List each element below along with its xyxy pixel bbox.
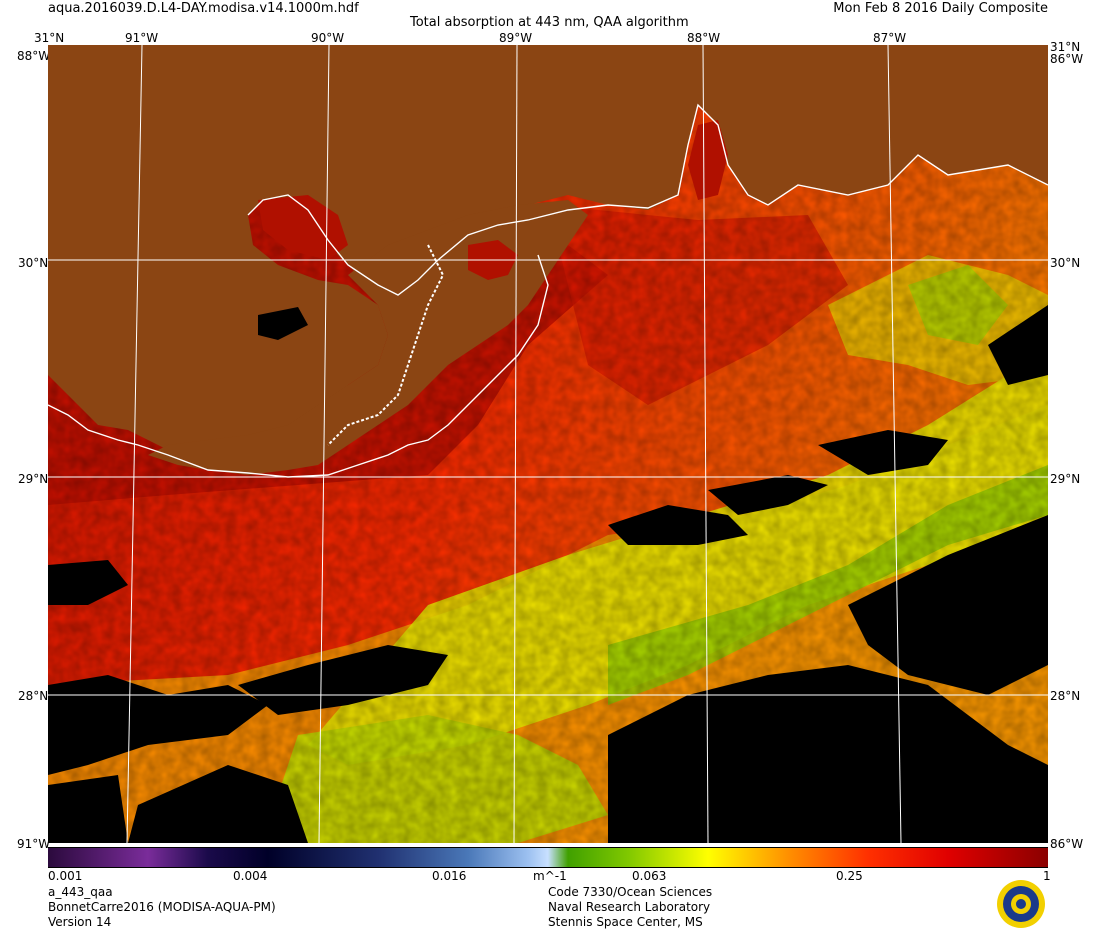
lon-label-top: 90°W — [311, 31, 345, 45]
lake-pontchartrain — [258, 195, 348, 260]
colorbar-unit: m^-1 — [533, 869, 567, 883]
coastline — [247, 103, 1048, 296]
corner-label-top-right: 31°N — [1050, 40, 1081, 54]
colorbar-tick: 0.004 — [233, 869, 268, 883]
colorbar-tick: 0.016 — [432, 869, 467, 883]
meridian-line — [126, 45, 143, 843]
overlap-label-right-top: 86°W — [1050, 52, 1084, 66]
lat-label-left: 30°N — [18, 256, 49, 270]
lat-label-left: 29°N — [18, 472, 49, 486]
lat-label-right: 29°N — [1050, 472, 1081, 486]
version-label: Version 14 — [48, 915, 112, 929]
colorbar-tick: 0.25 — [836, 869, 863, 883]
figure-title: Total absorption at 443 nm, QAA algorith… — [410, 15, 689, 30]
meridian-line — [513, 45, 518, 843]
colorbar-tick: 0.001 — [48, 869, 83, 883]
map-canvas — [48, 45, 1048, 843]
colorbar-gradient — [48, 848, 1048, 867]
overlap-label-right-bottom: 86°W — [1050, 837, 1084, 851]
land-area — [48, 45, 1048, 450]
seal-core — [1016, 899, 1026, 909]
org-place: Stennis Space Center, MS — [548, 915, 703, 929]
org-code: Code 7330/Ocean Sciences — [548, 885, 713, 899]
coastline-delta — [48, 254, 549, 478]
meridian-line — [887, 45, 902, 843]
colorbar — [48, 847, 1048, 868]
overlap-label-left-top: 88°W — [17, 49, 51, 63]
colorbar-tick: 0.063 — [632, 869, 667, 883]
file-name: aqua.2016039.D.L4-DAY.modisa.v14.1000m.h… — [48, 1, 359, 16]
marsh-coastline — [327, 244, 445, 446]
meridian-line — [702, 45, 709, 843]
date-label: Mon Feb 8 2016 Daily Composite — [833, 1, 1048, 16]
lon-label-top: 88°W — [687, 31, 721, 45]
lon-label-top: 91°W — [125, 31, 159, 45]
lat-label-right: 30°N — [1050, 256, 1081, 270]
overlap-label-left-bottom: 91°W — [17, 837, 51, 851]
meridian-line — [318, 45, 330, 843]
org-name: Naval Research Laboratory — [548, 900, 711, 914]
lon-label-top: 87°W — [873, 31, 907, 45]
lat-label-right: 28°N — [1050, 689, 1081, 703]
corner-label-top-left: 31°N — [34, 31, 65, 45]
region-name: BonnetCarre2016 (MODISA-AQUA-PM) — [48, 900, 276, 914]
lat-label-left: 28°N — [18, 689, 49, 703]
no-data-area — [258, 307, 308, 340]
nrl-seal-icon — [997, 880, 1045, 928]
lon-label-top: 89°W — [499, 31, 533, 45]
graticule — [48, 45, 1048, 843]
product-name: a_443_qaa — [48, 885, 113, 899]
colorbar-tick: 1 — [1043, 869, 1051, 883]
mobile-bay — [688, 120, 728, 200]
